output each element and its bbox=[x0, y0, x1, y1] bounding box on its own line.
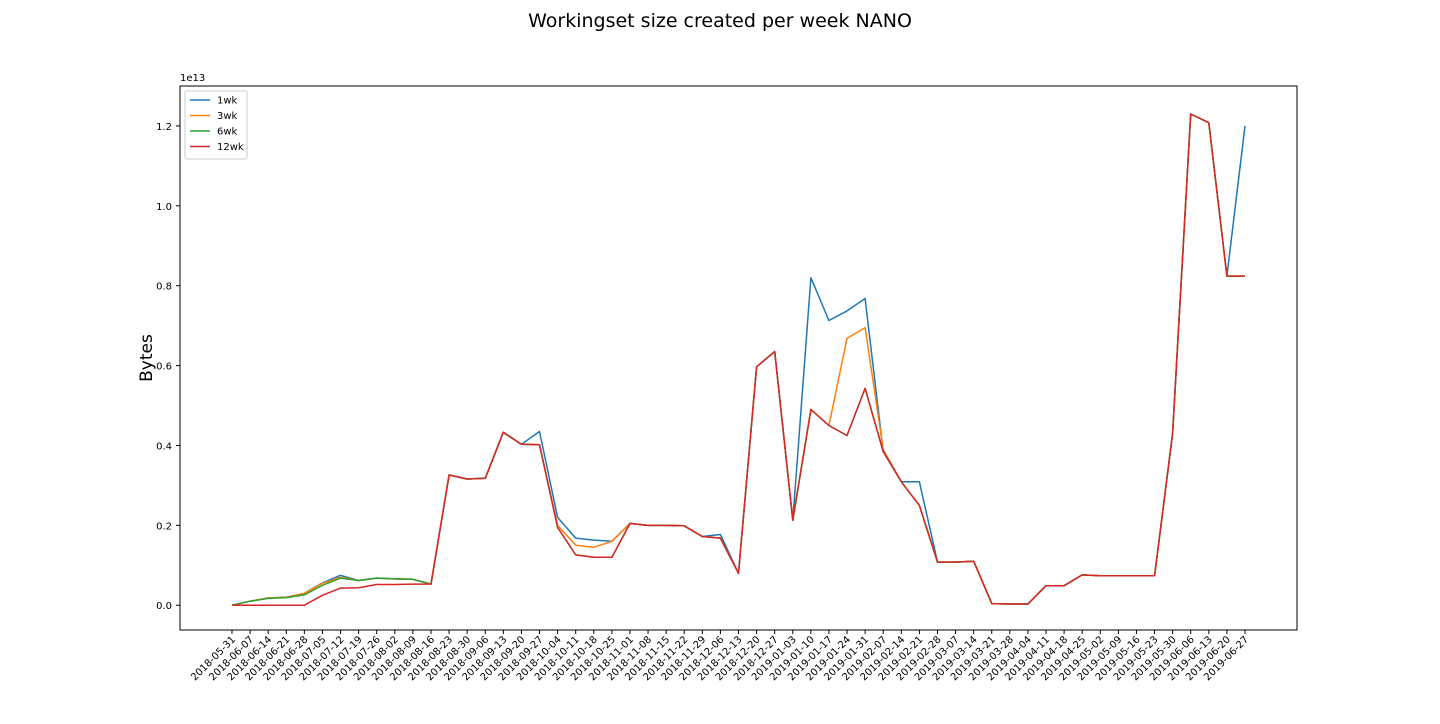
y-scale-label: 1e13 bbox=[180, 73, 205, 84]
y-axis-label: Bytes bbox=[137, 334, 157, 382]
legend-label-3wk: 3wk bbox=[217, 111, 238, 122]
series-line-6wk bbox=[231, 113, 1245, 606]
series-line-1wk bbox=[231, 113, 1246, 606]
y-tick-label: 0.0 bbox=[156, 601, 172, 612]
plot-frame bbox=[179, 85, 1298, 631]
series-line-3wk bbox=[231, 113, 1245, 606]
y-tick-label: 1.0 bbox=[156, 202, 172, 213]
legend-label-1wk: 1wk bbox=[217, 96, 238, 107]
y-tick-label: 1.2 bbox=[156, 122, 172, 133]
series-line-12wk bbox=[232, 113, 1245, 606]
y-tick-label: 0.2 bbox=[156, 521, 172, 532]
chart-title: Workingset size created per week NANO bbox=[528, 10, 912, 32]
y-tick-label: 0.6 bbox=[156, 362, 172, 373]
legend-label-12wk: 12wk bbox=[217, 142, 244, 153]
y-tick-label: 0.4 bbox=[156, 441, 172, 452]
y-tick-label: 0.8 bbox=[156, 282, 172, 293]
legend-label-6wk: 6wk bbox=[217, 127, 238, 138]
legend-box bbox=[184, 90, 248, 160]
